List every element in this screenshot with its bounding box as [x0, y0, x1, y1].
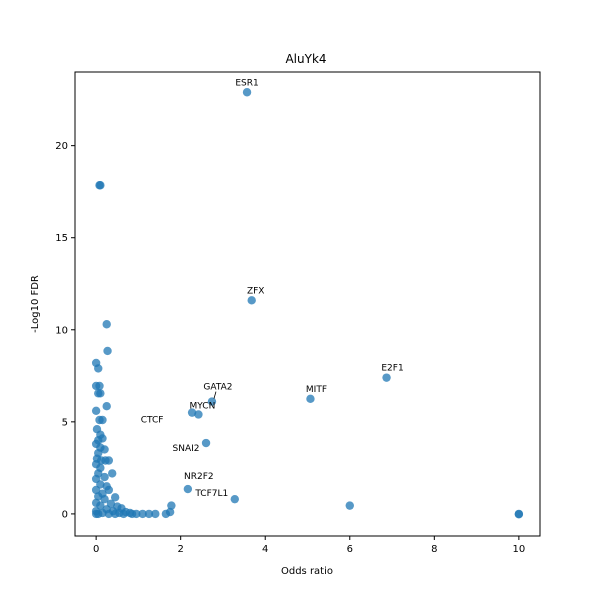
- data-point: [95, 381, 104, 391]
- annotation-label: NR2F2: [184, 472, 214, 482]
- data-point: [201, 438, 211, 448]
- data-point: [194, 410, 203, 419]
- data-point: [102, 401, 111, 411]
- data-point: [104, 485, 114, 495]
- y-tick-label: 0: [62, 509, 68, 520]
- data-point: [102, 320, 111, 329]
- data-point: [96, 389, 105, 398]
- data-point: [94, 364, 103, 373]
- data-point: [104, 456, 114, 465]
- data-point: [167, 501, 176, 510]
- x-tick-label: 0: [93, 544, 99, 555]
- data-point: [514, 510, 524, 519]
- x-axis-label: Odds ratio: [281, 566, 333, 577]
- x-tick-label: 2: [177, 544, 183, 555]
- data-point: [94, 509, 103, 519]
- y-tick-label: 20: [55, 141, 68, 152]
- data-point: [183, 484, 193, 494]
- data-point: [104, 509, 114, 519]
- y-axis: 0 5 10 15 20: [55, 141, 75, 520]
- data-point: [151, 509, 160, 519]
- annotation-label: MYCN: [190, 401, 216, 411]
- x-tick-label: 10: [512, 544, 525, 555]
- data-point: [100, 472, 109, 482]
- annotation-label: GATA2: [203, 383, 232, 393]
- data-point: [144, 509, 154, 519]
- data-point: [94, 492, 103, 501]
- data-point: [247, 296, 256, 305]
- annotations: ESR1 ZFX E2F1 MITF GATA2 MYCN CTCF SNAI2 NR2F2 TC…: [141, 78, 404, 499]
- data-point: [127, 509, 137, 519]
- data-point: [382, 373, 391, 382]
- annotation-label: ESR1: [235, 78, 258, 88]
- y-axis-label: -Log10 FDR: [30, 275, 41, 333]
- data-point: [119, 509, 128, 519]
- data-point: [242, 88, 252, 97]
- y-tick-label: 15: [55, 233, 68, 244]
- data-point: [100, 494, 109, 504]
- y-tick-label: 5: [62, 417, 68, 428]
- data-point: [187, 408, 197, 417]
- data-point: [98, 415, 107, 425]
- data-point: [345, 501, 354, 510]
- data-point: [306, 394, 315, 404]
- annotation-label: ZFX: [247, 286, 265, 296]
- plot-area: [91, 88, 524, 519]
- x-tick-label: 6: [347, 544, 353, 555]
- data-point: [108, 469, 117, 478]
- annotation-label: SNAI2: [173, 444, 200, 454]
- data-point: [165, 507, 175, 517]
- annotation-label: E2F1: [381, 364, 403, 374]
- data-point: [103, 346, 112, 356]
- annotation-label: CTCF: [141, 416, 164, 426]
- data-point: [91, 485, 101, 495]
- data-point: [100, 445, 109, 454]
- chart-title: AluYk4: [285, 52, 326, 66]
- plot-frame: [74, 71, 541, 537]
- annotation-label: MITF: [306, 385, 327, 395]
- y-tick-label: 10: [55, 325, 68, 336]
- data-point: [230, 494, 239, 504]
- x-axis: 0 2 4 6 8 10: [93, 536, 525, 555]
- x-tick-label: 4: [262, 544, 268, 555]
- data-point: [96, 181, 105, 190]
- annotation-leader-line: [213, 391, 217, 399]
- data-point: [207, 397, 217, 406]
- x-tick-label: 8: [431, 544, 437, 555]
- data-point: [138, 509, 147, 519]
- annotation-label: TCF7L1: [194, 489, 228, 499]
- data-point: [91, 406, 101, 415]
- data-point: [110, 493, 120, 502]
- data-point: [110, 509, 120, 519]
